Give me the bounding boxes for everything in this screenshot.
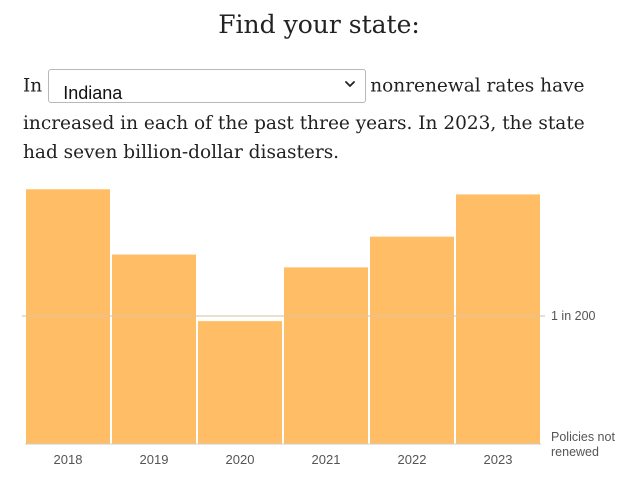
y-axis-label: Policies not renewed [551, 430, 615, 459]
state-select-value: Indiana [63, 83, 123, 103]
x-tick-label-2020: 2020 [226, 452, 255, 467]
x-tick-label-2023: 2023 [484, 452, 513, 467]
sentence-continuation: increased in each of the past three year… [23, 112, 585, 163]
bar-2022 [370, 236, 454, 444]
y-axis-label-line: renewed [551, 445, 599, 459]
sentence-prefix: In [23, 75, 43, 97]
x-tick-label-2022: 2022 [398, 452, 427, 467]
reference-line-label: 1 in 200 [551, 309, 596, 323]
bar-2018 [26, 189, 110, 444]
x-tick-label-2018: 2018 [54, 452, 83, 467]
page-title: Find your state: [218, 10, 420, 39]
state-select[interactable]: Indiana [48, 69, 367, 103]
x-tick-label-2021: 2021 [312, 452, 341, 467]
state-sentence: In Indiana nonrenewal rates have increas… [23, 68, 623, 167]
x-tick-label-2019: 2019 [140, 452, 169, 467]
sentence-suffix: nonrenewal rates have [370, 75, 585, 97]
y-axis-label-line: Policies not [551, 430, 615, 444]
nonrenewal-bar-chart: 2018 2019 2020 2021 2022 2023 1 in 200 Policies… [22, 189, 615, 467]
bar-2020 [198, 321, 282, 444]
chevron-down-icon [345, 81, 356, 87]
bar-2019 [112, 254, 196, 444]
bar-2023 [456, 194, 540, 444]
bar-2021 [284, 267, 368, 444]
